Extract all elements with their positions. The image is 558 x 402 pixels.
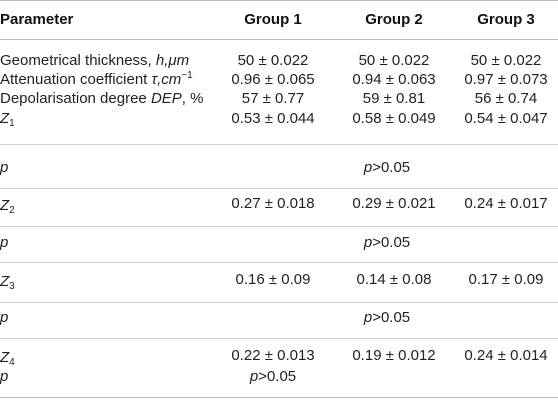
row-rule bbox=[0, 226, 558, 227]
label-p3: p bbox=[0, 309, 9, 326]
thickness-group-2: 50 ± 0.022 bbox=[358, 52, 430, 69]
label-depolarisation: Depolarisation degree DEP, % bbox=[0, 90, 204, 107]
depolarisation-group-1: 57 ± 0.77 bbox=[241, 90, 305, 107]
z2-group-1: 0.27 ± 0.018 bbox=[231, 195, 315, 212]
header-parameter: Parameter bbox=[0, 11, 74, 28]
z2-group-3: 0.24 ± 0.017 bbox=[464, 195, 548, 212]
row-rule bbox=[0, 338, 558, 339]
label-attenuation: Attenuation coefficient τ,cm−1 bbox=[0, 70, 193, 89]
row-rule bbox=[0, 302, 558, 303]
label-z3: Z3 bbox=[0, 273, 15, 292]
z2-group-2: 0.29 ± 0.021 bbox=[352, 195, 436, 212]
p1-value: p>0.05 bbox=[363, 159, 411, 176]
header-group-3: Group 3 bbox=[477, 11, 535, 28]
z4-group-3: 0.24 ± 0.014 bbox=[464, 347, 548, 364]
label-thickness: Geometrical thickness, h,μm bbox=[0, 52, 190, 69]
z4-group-2: 0.19 ± 0.012 bbox=[352, 347, 436, 364]
depolarisation-group-2: 59 ± 0.81 bbox=[362, 90, 426, 107]
header-group-1: Group 1 bbox=[244, 11, 302, 28]
attenuation-group-3: 0.97 ± 0.073 bbox=[464, 71, 548, 88]
header-rule bbox=[0, 39, 558, 40]
p4-value: p>0.05 bbox=[249, 368, 297, 385]
z1-group-1: 0.53 ± 0.044 bbox=[231, 110, 315, 127]
row-rule bbox=[0, 188, 558, 189]
thickness-group-1: 50 ± 0.022 bbox=[237, 52, 309, 69]
label-p1: p bbox=[0, 159, 9, 176]
table-bottom-rule bbox=[0, 397, 558, 398]
z3-group-3: 0.17 ± 0.09 bbox=[468, 271, 544, 288]
z1-group-3: 0.54 ± 0.047 bbox=[464, 110, 548, 127]
label-z2: Z2 bbox=[0, 197, 15, 216]
table-top-rule bbox=[0, 0, 558, 1]
depolarisation-group-3: 56 ± 0.74 bbox=[474, 90, 538, 107]
z4-group-1: 0.22 ± 0.013 bbox=[231, 347, 315, 364]
label-p4: p bbox=[0, 368, 9, 385]
label-z4: Z4 bbox=[0, 349, 15, 368]
attenuation-group-1: 0.96 ± 0.065 bbox=[231, 71, 315, 88]
label-p2: p bbox=[0, 234, 9, 251]
row-rule bbox=[0, 144, 558, 145]
thickness-group-3: 50 ± 0.022 bbox=[470, 52, 542, 69]
z3-group-1: 0.16 ± 0.09 bbox=[235, 271, 311, 288]
p3-value: p>0.05 bbox=[363, 309, 411, 326]
label-z1: Z1 bbox=[0, 110, 15, 129]
p2-value: p>0.05 bbox=[363, 234, 411, 251]
header-group-2: Group 2 bbox=[365, 11, 423, 28]
z3-group-2: 0.14 ± 0.08 bbox=[356, 271, 432, 288]
attenuation-group-2: 0.94 ± 0.063 bbox=[352, 71, 436, 88]
row-rule bbox=[0, 262, 558, 263]
z1-group-2: 0.58 ± 0.049 bbox=[352, 110, 436, 127]
